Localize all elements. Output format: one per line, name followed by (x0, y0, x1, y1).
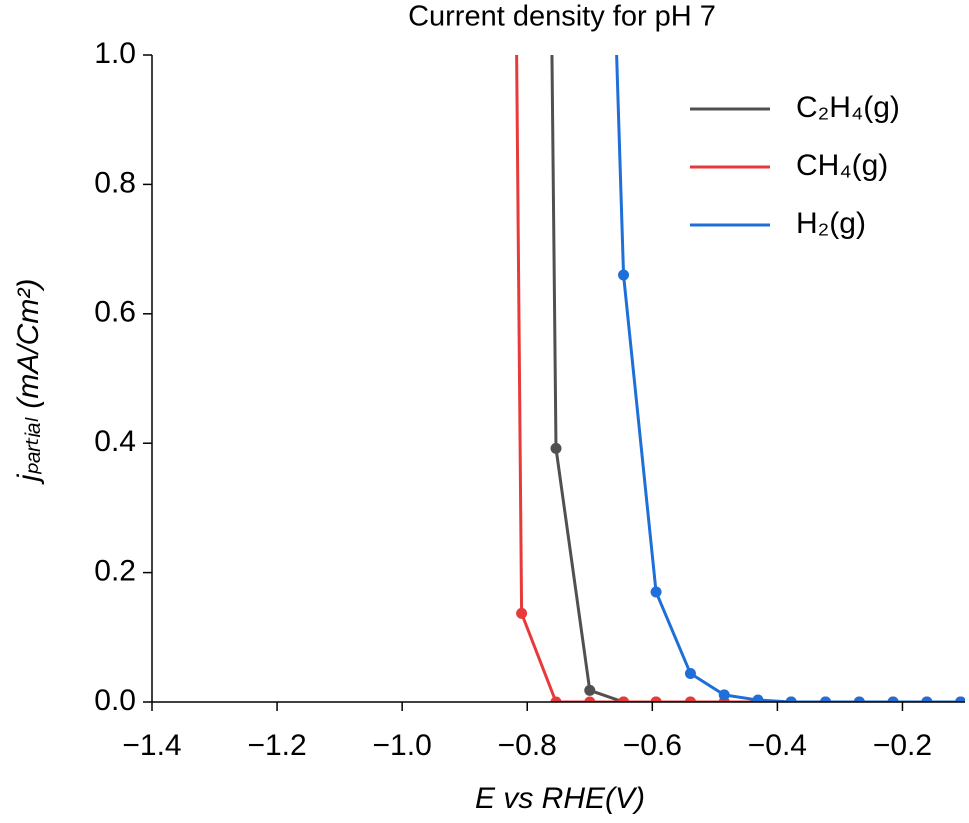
data-point (618, 696, 630, 702)
data-point (718, 689, 730, 701)
y-tick-label: 1.0 (94, 37, 136, 70)
series-line (615, 55, 961, 702)
y-tick-label: 0.0 (94, 684, 136, 717)
data-point (887, 696, 899, 702)
data-point (516, 607, 528, 619)
legend-label: C₂H₄(g) (796, 91, 900, 124)
data-point (584, 684, 596, 696)
data-point (584, 696, 596, 702)
x-tick-label: −1.2 (247, 729, 306, 762)
data-point (550, 442, 562, 454)
chart-title: Current density for pH 7 (408, 1, 716, 33)
data-point (684, 668, 696, 680)
data-point (955, 696, 965, 702)
legend-label: H₂(g) (796, 207, 866, 240)
x-tick-label: −0.8 (498, 729, 557, 762)
x-tick-label: −0.2 (873, 729, 932, 762)
x-axis-label: E vs RHE(V) (475, 782, 645, 815)
x-tick-label: −1.4 (122, 729, 181, 762)
y-tick-label: 0.4 (94, 425, 136, 458)
data-point (820, 696, 832, 702)
plot-area (515, 55, 965, 702)
series-line (550, 55, 961, 702)
data-point (650, 586, 662, 598)
y-tick-label: 0.6 (94, 296, 136, 329)
data-point (618, 269, 630, 281)
x-tick-label: −0.4 (748, 729, 807, 762)
data-point (550, 696, 562, 702)
x-tick-label: −0.6 (623, 729, 682, 762)
y-tick-label: 0.8 (94, 166, 136, 199)
data-point (684, 696, 696, 702)
data-point (650, 696, 662, 702)
data-point (752, 694, 764, 702)
x-tick-label: −1.0 (373, 729, 432, 762)
y-tick-label: 0.2 (94, 555, 136, 588)
legend-label: CH₄(g) (796, 149, 888, 182)
data-point (853, 696, 865, 702)
data-point (785, 696, 797, 702)
y-axis-label: jₚₐᵣₜᵢₐₗ (mA/Cm²) (12, 279, 45, 486)
data-point (921, 696, 933, 702)
